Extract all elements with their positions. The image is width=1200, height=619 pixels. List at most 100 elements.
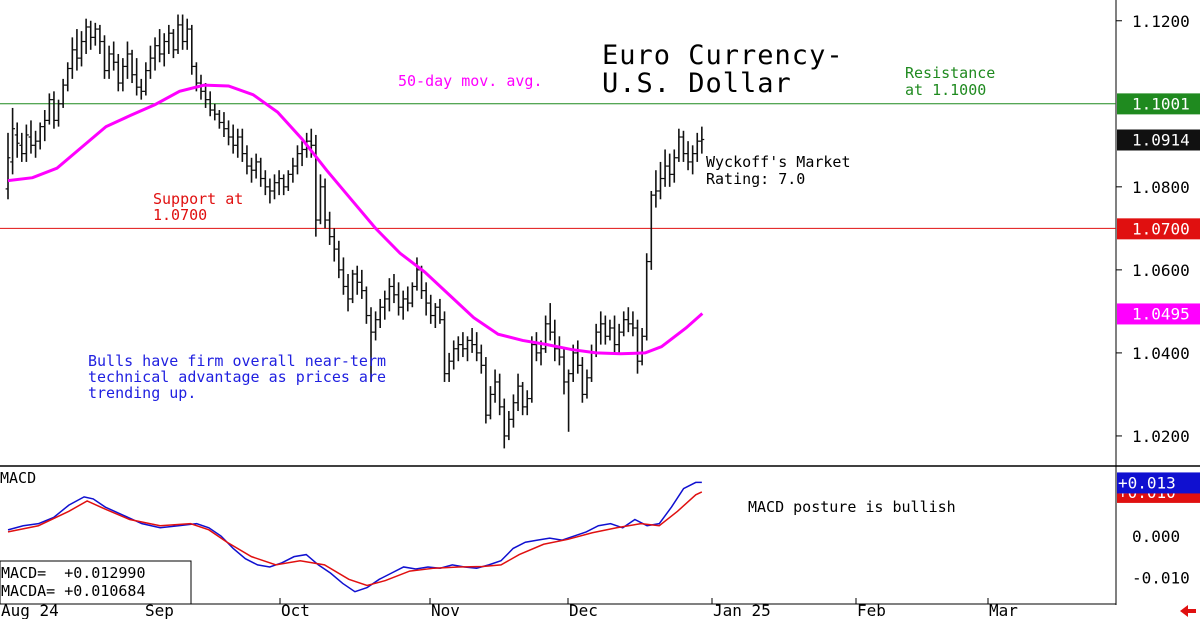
ohlc-bar	[598, 311, 604, 345]
ohlc-bar	[437, 298, 443, 324]
macd-flag: +0.013	[1117, 472, 1200, 494]
ohlc-bar	[630, 311, 636, 337]
ohlc-bar	[561, 348, 567, 395]
x-tick-label: Oct	[281, 601, 310, 619]
ohlc-bar	[575, 340, 581, 374]
ohlc-bar	[134, 58, 140, 96]
ohlc-bar	[327, 211, 333, 245]
ohlc-bar	[584, 369, 590, 399]
ohlc-bar	[405, 286, 411, 312]
macd-tick-label: 0.000	[1132, 527, 1180, 546]
ohlc-bar	[566, 369, 571, 432]
ohlc-bar	[69, 37, 75, 79]
ohlc-bar	[396, 282, 401, 316]
ohlc-bar	[281, 174, 287, 196]
ohlc-bar	[589, 344, 594, 382]
ohlc-bar	[432, 303, 438, 328]
ohlc-bar	[74, 29, 80, 71]
ohlc-bar	[10, 107, 15, 175]
ohlc-bar	[455, 336, 461, 362]
resistance-label-2: at 1.1000	[905, 81, 986, 99]
bulls-note-2: technical advantage as prices are	[88, 368, 386, 386]
ohlc-bar	[382, 290, 388, 320]
ohlc-bar	[648, 190, 654, 270]
ohlc-bar	[46, 93, 52, 125]
ohlc-bar	[501, 398, 507, 449]
moving-average-label: 50-day mov. avg.	[398, 72, 543, 90]
price-tick-labels: 1.1200 1.0800 1.0600 1.0400 1.0200	[1116, 12, 1190, 446]
ohlc-bar	[579, 357, 585, 403]
price-flag: 1.0700	[1117, 218, 1200, 240]
ohlc-bar	[676, 128, 682, 162]
ohlc-bar	[272, 174, 277, 200]
ohlc-bar	[607, 319, 613, 341]
ohlc-bar	[483, 357, 489, 424]
wyckoff-rating-1: Wyckoff's Market	[706, 153, 851, 171]
ohlc-bar	[171, 29, 176, 59]
ohlc-bar	[616, 323, 622, 353]
ohlc-bar	[694, 132, 700, 162]
ohlc-bar	[37, 122, 43, 150]
ohlc-bar	[644, 253, 650, 341]
macd-posture-note: MACD posture is bullish	[748, 498, 956, 516]
x-tick-label: Dec	[569, 601, 598, 619]
ohlc-bar	[368, 307, 374, 382]
ohlc-bar	[474, 332, 480, 362]
ohlc-bar	[102, 35, 107, 79]
ohlc-bar	[262, 170, 268, 196]
macd-flags: +0.010+0.013	[1117, 472, 1200, 503]
ohlc-bar	[92, 22, 98, 46]
ohlc-bar	[125, 41, 130, 79]
ohlc-bar	[497, 373, 503, 416]
ohlc-bar	[189, 24, 195, 75]
ohlc-bars	[5, 14, 705, 449]
svg-text:1.0495: 1.0495	[1132, 304, 1190, 323]
ohlc-bar	[111, 41, 117, 71]
ohlc-bar	[42, 110, 48, 142]
ohlc-bar	[336, 240, 342, 279]
ohlc-bar	[653, 170, 659, 208]
ohlc-bar	[423, 282, 429, 316]
ohlc-bar	[552, 319, 558, 362]
ohlc-bar	[386, 278, 392, 312]
macda-line	[7, 491, 703, 587]
ohlc-bar	[511, 394, 516, 428]
ohlc-bar	[152, 37, 158, 71]
macd-tick-labels: 0.000 -0.010	[1132, 527, 1190, 587]
ohlc-bar	[524, 390, 530, 416]
ohlc-bar	[557, 336, 562, 366]
svg-text:+0.013: +0.013	[1118, 473, 1176, 492]
ohlc-bar	[166, 24, 172, 54]
ohlc-bar	[115, 53, 121, 92]
svg-text:1.0914: 1.0914	[1132, 131, 1190, 150]
ohlc-bar	[51, 91, 57, 129]
ohlc-bar	[235, 128, 241, 158]
ohlc-bar	[428, 294, 434, 324]
ohlc-bar	[175, 14, 181, 54]
ohlc-bar	[345, 274, 351, 312]
macd-panel-label: MACD	[0, 469, 36, 487]
ohlc-bar	[400, 290, 406, 320]
ohlc-bar	[226, 120, 231, 146]
ohlc-bar	[313, 134, 319, 237]
ohlc-bar	[56, 99, 61, 127]
ohlc-bar	[639, 327, 645, 366]
ohlc-bar	[685, 141, 691, 171]
ohlc-bar	[33, 130, 38, 158]
ohlc-bar	[442, 311, 447, 382]
x-tick-label: Mar	[989, 601, 1018, 619]
red-left-arrow-icon[interactable]	[1180, 605, 1196, 617]
price-tick-label: 1.0800	[1132, 178, 1190, 197]
price-tick-label: 1.1200	[1132, 12, 1190, 31]
ohlc-bar	[465, 336, 470, 362]
ohlc-bar	[515, 373, 521, 412]
ohlc-bar	[230, 124, 236, 154]
ohlc-bar	[157, 29, 163, 63]
x-tick-label: Aug 24	[1, 601, 59, 619]
ohlc-bar	[14, 122, 20, 158]
chart-subtitle: U.S. Dollar	[602, 68, 792, 99]
ohlc-bar	[5, 132, 11, 200]
macd-readout: MACD= +0.012990	[1, 564, 146, 582]
support-label-1: Support at	[153, 190, 243, 208]
